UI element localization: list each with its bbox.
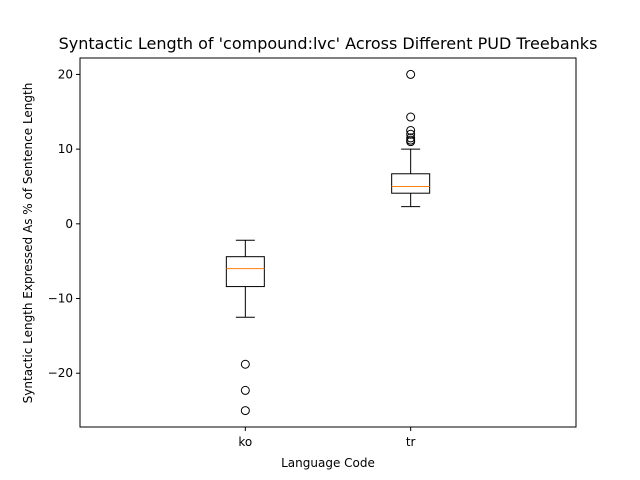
x-tick-label: ko [238,435,252,449]
y-axis-ticks: −20 −10 0 10 20 [48,67,80,380]
y-tick-label: 20 [58,67,73,81]
chart-title: Syntactic Length of 'compound:lvc' Acros… [59,34,598,53]
x-axis-ticks: ko tr [238,427,416,449]
box-ko [225,239,265,416]
outlier-point [406,135,416,145]
outlier-point [406,69,416,79]
outlier-point [406,125,416,135]
outlier-point [240,385,250,395]
outlier-point [406,133,416,143]
outlier-point [240,359,250,369]
y-axis-label: Syntactic Length Expressed As % of Sente… [21,83,35,404]
box-plots [225,69,431,416]
y-tick-label: 10 [58,142,73,156]
plot-area [79,57,577,428]
y-tick-label: −10 [48,292,73,306]
y-tick-label: 0 [65,217,73,231]
outlier-point [406,129,416,139]
plot-frame [79,57,577,428]
x-axis-label: Language Code [281,456,375,470]
outlier-point [406,112,416,122]
iqr-box [225,256,265,288]
iqr-box [391,173,431,194]
x-tick-label: tr [406,435,416,449]
y-tick-label: −20 [48,366,73,380]
box-tr [391,69,431,208]
outlier-point [240,406,250,416]
